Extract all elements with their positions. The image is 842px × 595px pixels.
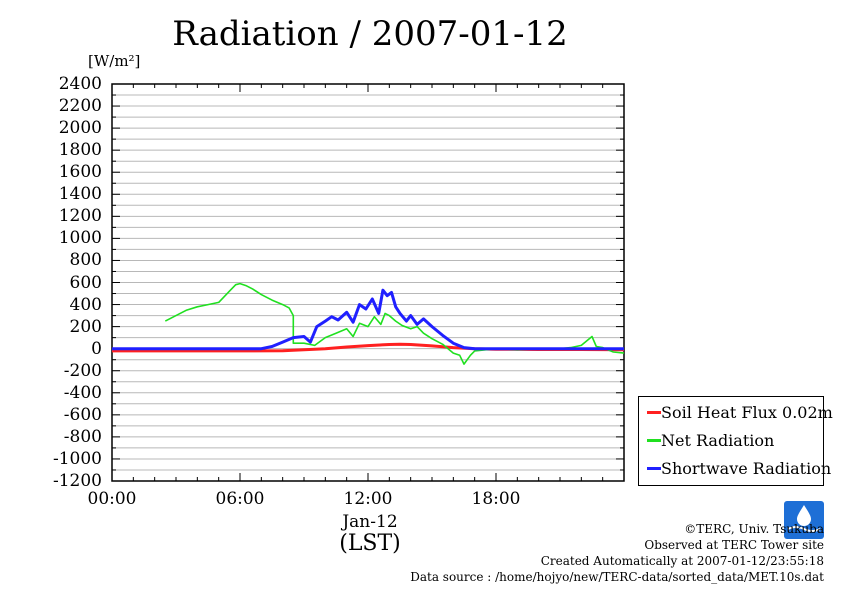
y-tick-label: 1800 [58,140,102,161]
footer-observed: Observed at TERC Tower site [644,538,824,552]
y-tick-label: 1600 [58,162,102,183]
y-axis-label: [W/m²] [88,52,141,70]
y-tick-label: 800 [69,250,102,271]
y-tick-label: 1000 [58,228,102,249]
footer: ©TERC, Univ. Tsukuba Observed at TERC To… [404,521,824,585]
x-tick-label: 00:00 [87,489,137,509]
legend-item-net-radiation: Net Radiation [639,429,823,453]
legend: Soil Heat Flux 0.02m Net Radiation Short… [638,396,833,486]
y-tick-label: -200 [63,360,102,381]
shortwave-radiation-line [112,288,624,351]
x-axis-label: (LST) [339,531,401,556]
legend-swatch-soil [647,411,661,414]
y-tick-label: 1200 [58,206,102,227]
y-tick-label: 2200 [58,96,102,117]
x-tick-label: 06:00 [215,489,265,509]
y-tick-label: -600 [63,404,102,425]
y-tick-label: -1200 [52,471,102,491]
y-tick-label: 0 [91,338,102,359]
y-tick-label: -800 [63,426,102,447]
legend-label-soil: Soil Heat Flux 0.02m [661,403,833,422]
footer-source: Data source : /home/hojyo/new/TERC-data/… [410,570,824,584]
y-tick-label: 2400 [58,74,102,94]
x-tick-label: 18:00 [471,489,521,509]
x-tick-label: 12:00 [343,489,393,509]
terc-logo-icon [784,501,824,539]
x-date-label: Jan-12 [342,512,398,532]
y-tick-label: -1000 [52,448,102,469]
y-tick-label: 2000 [58,118,102,139]
y-tick-label: 400 [69,294,102,315]
legend-swatch-shortwave [647,467,661,470]
plot-frame [111,83,625,482]
legend-label-shortwave: Shortwave Radiation [661,459,832,478]
legend-label-net: Net Radiation [661,431,775,450]
footer-created: Created Automatically at 2007-01-12/23:5… [540,554,824,568]
y-tick-label: 600 [69,272,102,293]
chart-title: Radiation / 2007-01-12 [172,14,568,54]
y-tick-label: 200 [69,316,102,337]
legend-item-shortwave: Shortwave Radiation [639,457,831,481]
legend-item-soil-heat-flux: Soil Heat Flux 0.02m [639,401,833,425]
y-tick-label: 1400 [58,184,102,205]
footer-credit: ©TERC, Univ. Tsukuba [684,522,824,536]
y-tick-label: -400 [63,382,102,403]
legend-swatch-net [647,439,661,442]
